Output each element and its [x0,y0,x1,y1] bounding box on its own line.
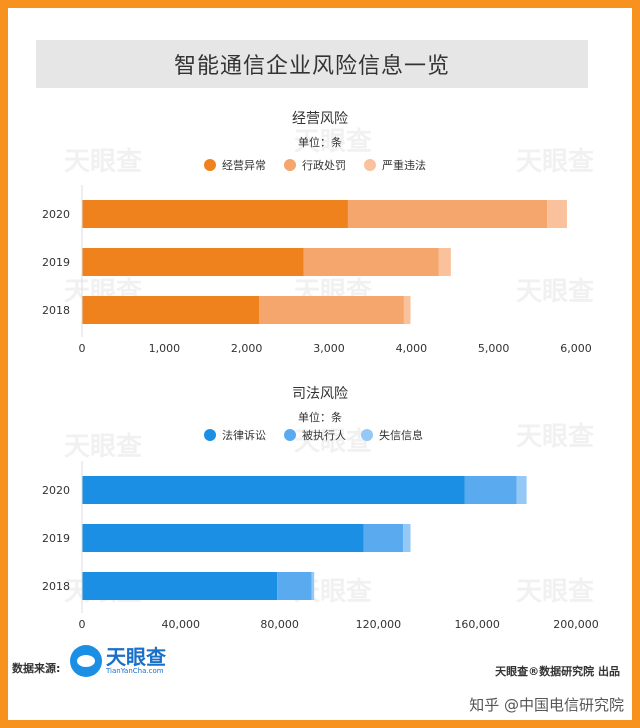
x-tick-label: 2,000 [231,342,263,355]
infographic-frame [8,8,632,720]
category-label: 2020 [42,208,70,221]
legend-label: 失信信息 [379,428,423,442]
x-tick-label: 1,000 [149,342,181,355]
category-label: 2018 [42,580,70,593]
page-title: 智能通信企业风险信息一览 [36,40,588,88]
watermark-8: 天眼查 [516,422,594,452]
category-label: 2019 [42,532,70,545]
legend-swatch [361,429,373,441]
legend-label: 严重违法 [382,158,426,172]
author-credit: 知乎 @中国电信研究院 [469,696,624,714]
legend-label: 被执行人 [302,428,346,442]
x-tick-label: 0 [79,342,86,355]
bar-segment [464,476,517,504]
bar-segment [82,572,278,600]
watermark-7: 天眼查 [294,427,372,457]
bar-segment [547,200,567,228]
x-tick-label: 6,000 [560,342,592,355]
legend-label: 行政处罚 [302,158,346,172]
tianyancha-logo: 天眼查 TianYanCha.com [70,645,166,677]
x-tick-label: 120,000 [356,618,402,631]
bar-segment [82,524,364,552]
legend-label: 经营异常 [222,158,266,172]
bar-segment [82,200,348,228]
watermark-11: 天眼查 [516,577,594,607]
bar-segment [82,248,304,276]
eye-logo-icon [70,645,102,677]
chart-subtitle: 单位：条 [298,135,342,149]
legend-swatch [284,159,296,171]
chart-title: 司法风险 [292,386,348,402]
bar-segment [82,476,465,504]
chart-subtitle: 单位：条 [298,410,342,424]
bar-segment [347,200,548,228]
bar-segment [277,572,312,600]
x-tick-label: 40,000 [162,618,201,631]
bar-segment [438,248,451,276]
chart-title: 经营风险 [292,111,348,127]
legend-swatch [364,159,376,171]
bar-segment [311,572,315,600]
legend-swatch [204,429,216,441]
data-source-label: 数据来源: [12,662,61,675]
watermark-0: 天眼查 [64,147,142,177]
legend-swatch [284,429,296,441]
x-tick-label: 5,000 [478,342,510,355]
bar-segment [303,248,439,276]
legend-swatch [204,159,216,171]
bar-segment [403,296,411,324]
x-tick-label: 0 [79,618,86,631]
bar-segment [363,524,404,552]
watermark-1: 天眼查 [294,127,372,157]
watermark-2: 天眼查 [516,147,594,177]
bar-segment [259,296,404,324]
bar-segment [82,296,260,324]
x-tick-label: 4,000 [396,342,428,355]
x-tick-label: 3,000 [313,342,345,355]
logo-name: 天眼查 [106,645,166,669]
x-tick-label: 200,000 [553,618,599,631]
legend-label: 法律诉讼 [222,428,266,442]
watermark-5: 天眼查 [516,277,594,307]
bar-segment [516,476,527,504]
x-tick-label: 80,000 [260,618,299,631]
bar-segment [403,524,411,552]
category-label: 2019 [42,256,70,269]
x-tick-label: 160,000 [454,618,500,631]
watermark-6: 天眼查 [64,432,142,462]
category-label: 2018 [42,304,70,317]
logo-url: TianYanCha.com [106,667,164,675]
publisher-label: 天眼查®数据研究院 出品 [495,665,620,678]
category-label: 2020 [42,484,70,497]
